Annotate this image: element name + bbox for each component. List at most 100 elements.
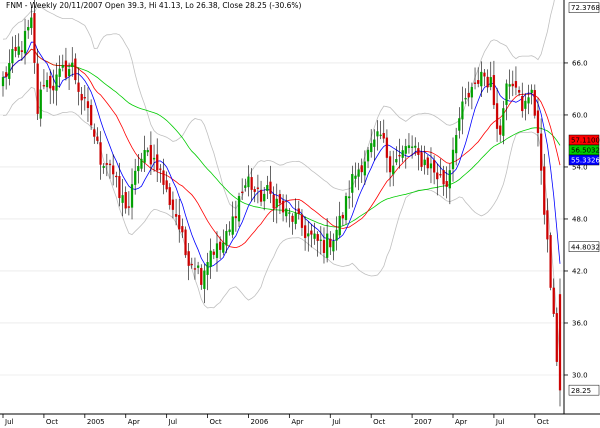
candle-body-76: [241, 191, 244, 194]
candle-33: [105, 153, 108, 177]
candle-body-110: [348, 196, 351, 199]
candle-116: [366, 147, 370, 169]
candle-body-24: [77, 82, 80, 92]
candle-body-19: [61, 64, 64, 68]
candle-body-113: [357, 169, 360, 177]
candle-body-35: [112, 165, 115, 175]
candle-148: [467, 81, 470, 107]
value-tag-box-4: [568, 241, 600, 252]
candle-body-95: [300, 214, 304, 228]
bollinger-bands: [2, 0, 561, 361]
value-tag-label-0: 72.3768: [571, 4, 600, 12]
candle-body-145: [458, 118, 461, 131]
candle-body-79: [250, 177, 253, 190]
candle-66: [209, 238, 212, 279]
candle-body-33: [105, 163, 108, 165]
candle-174: [549, 232, 552, 291]
candle-172: [543, 153, 546, 225]
candle-140: [442, 165, 445, 196]
candle-23: [74, 53, 77, 85]
candle-body-82: [259, 189, 263, 202]
candle-51: [162, 158, 165, 195]
candle-body-50: [159, 168, 162, 170]
candle-166: [524, 93, 527, 121]
candle-73: [231, 201, 234, 239]
candle-3: [11, 36, 14, 73]
candle-body-38: [121, 195, 124, 203]
candle-109: [344, 192, 348, 225]
candle-body-66: [209, 250, 212, 267]
candle-body-62: [196, 265, 200, 268]
value-tag-label-1: 57.1100: [571, 137, 600, 145]
candle-45: [143, 135, 146, 173]
candle-6: [20, 41, 24, 61]
candle-body-22: [71, 62, 74, 68]
candle-body-53: [168, 187, 171, 206]
candle-21: [67, 62, 71, 90]
candle-25: [80, 87, 83, 115]
y-tick-label-2: 42.0: [572, 267, 588, 275]
candle-body-100: [316, 234, 319, 241]
candle-85: [269, 165, 272, 204]
candle-1: [5, 66, 8, 90]
value-tags: 72.3768 57.1100 56.5032 55.3326 44.8032 28.25: [568, 2, 600, 396]
candle-28: [89, 99, 93, 130]
candle-76: [241, 178, 244, 201]
candle-128: [404, 138, 407, 169]
candle-134: [423, 145, 426, 175]
candle-body-162: [511, 83, 514, 87]
value-tag-box-0: [568, 2, 600, 13]
candle-body-108: [341, 214, 344, 219]
candle-body-68: [215, 243, 219, 258]
candle-body-6: [20, 50, 24, 52]
candle-body-171: [539, 133, 543, 171]
candle-32: [102, 163, 105, 174]
candle-body-23: [74, 58, 77, 81]
candle-110: [348, 180, 351, 209]
candle-body-155: [489, 77, 492, 88]
candle-body-128: [404, 146, 407, 154]
candle-150: [473, 67, 477, 90]
candle-102: [322, 227, 326, 264]
candle-body-156: [492, 75, 496, 106]
y-tick-label-1: 36.0: [572, 319, 588, 327]
candle-body-151: [477, 80, 480, 84]
candle-body-141: [445, 181, 448, 187]
price-axis: 30.0 36.0 42.0 48.0 54.0 60.0 66.0: [564, 59, 588, 379]
candle-body-165: [521, 96, 524, 112]
candle-body-176: [555, 313, 558, 362]
y-tick-label-4: 54.0: [572, 163, 588, 171]
candle-16: [52, 69, 55, 104]
candle-167: [527, 84, 530, 115]
x-tick-label-3: Apr: [128, 418, 140, 426]
candle-129: [407, 133, 411, 154]
candle-38: [121, 179, 124, 217]
candle-146: [461, 86, 464, 135]
candle-body-43: [137, 166, 140, 172]
candle-body-120: [379, 134, 382, 137]
candle-124: [392, 150, 395, 187]
candle-100: [316, 231, 319, 257]
candle-body-133: [420, 152, 423, 167]
candle-98: [310, 223, 313, 248]
candle-35: [112, 154, 115, 186]
candle-body-61: [193, 268, 197, 270]
candle-body-167: [527, 97, 530, 104]
candle-body-101: [319, 239, 322, 241]
candle-83: [263, 187, 266, 211]
candle-53: [168, 183, 171, 210]
candle-body-105: [332, 241, 335, 252]
candle-81: [256, 174, 260, 204]
candle-body-137: [432, 160, 436, 173]
candle-101: [319, 226, 322, 255]
candle-body-17: [55, 74, 58, 91]
candle-105: [332, 233, 335, 261]
candle-104: [329, 231, 332, 255]
candle-112: [354, 162, 357, 188]
candle-152: [480, 61, 483, 98]
candle-body-59: [187, 251, 190, 266]
candle-body-81: [256, 187, 260, 189]
candle-body-129: [407, 145, 411, 149]
value-tag-2: 56.5032: [568, 144, 600, 156]
candle-10: [33, 0, 36, 74]
